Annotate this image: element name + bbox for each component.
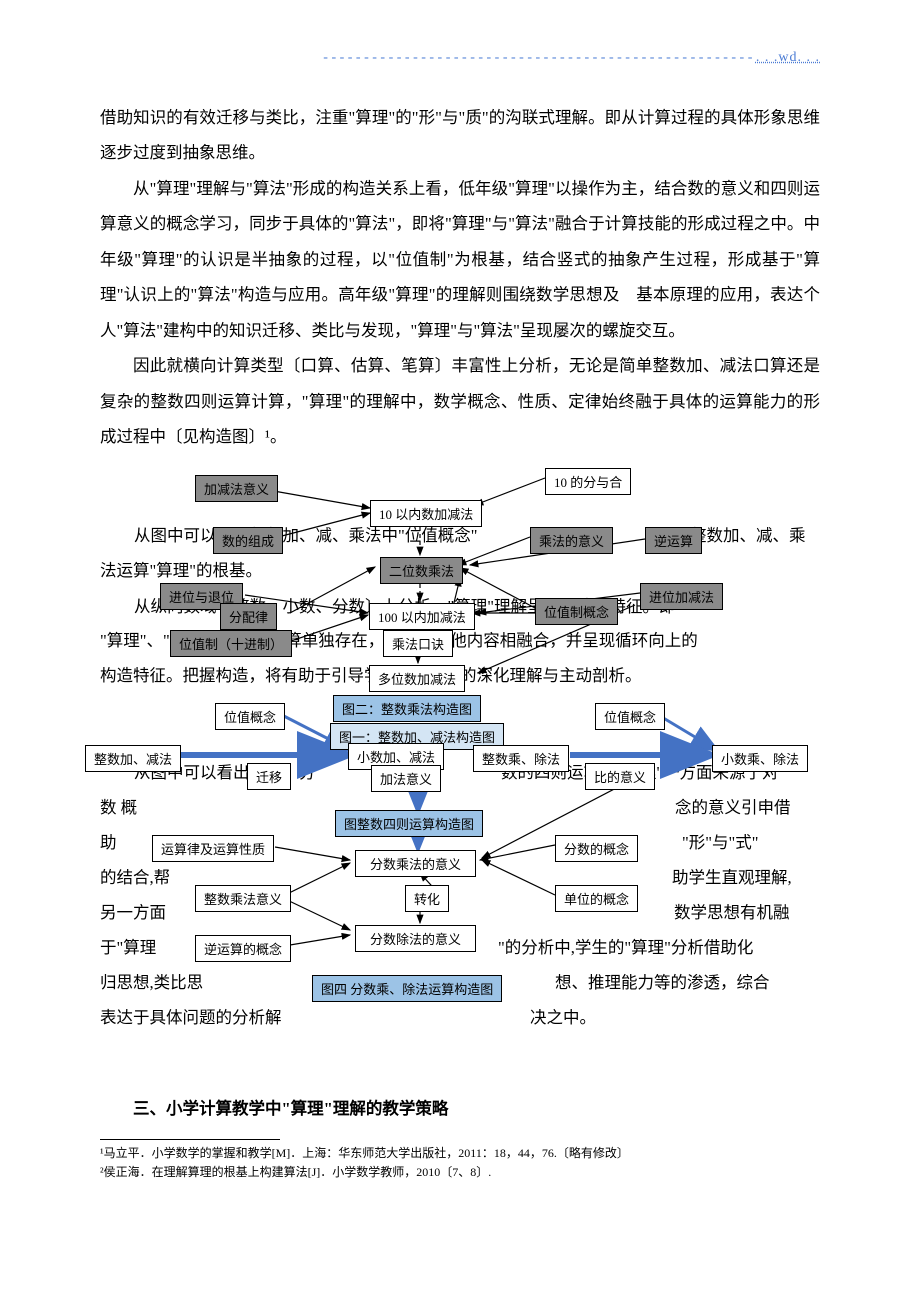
diagram-node: 分数的概念 [555, 835, 638, 862]
diagram-node: 分配律 [220, 603, 277, 630]
footnote-2: ²侯正海．在理解算理的根基上构建算法[J]．小学数学教师，2010〔7、8〕. [100, 1163, 820, 1182]
header-wd: . . .wd. . . [756, 50, 820, 65]
diagram-node: 10 的分与合 [545, 468, 631, 495]
diagram-node: 转化 [405, 885, 449, 912]
diagram-node: 多位数加减法 [369, 665, 465, 692]
diagram-node: 整数乘、除法 [473, 745, 569, 772]
diagram-node: 小数乘、除法 [712, 745, 808, 772]
diagram-node: 位值概念 [595, 703, 665, 730]
diagram-node: 整数加、减法 [85, 745, 181, 772]
diagram-node: 图四 分数乘、除法运算构造图 [312, 975, 502, 1002]
diagram-node: 二位数乘法 [380, 557, 463, 584]
diagram-node: 位值制（十进制） [170, 630, 292, 657]
overlay-text: 助学生直观理解, [672, 860, 792, 895]
diagram-node: 位值制概念 [535, 598, 618, 625]
overlay-text: 的结合,帮 [100, 860, 170, 895]
diagram-node: 图整数四则运算构造图 [335, 810, 483, 837]
diagram-node: 分数乘法的意义 [355, 850, 476, 877]
footnote-1: ¹马立平．小学数学的掌握和教学[M]．上海：华东师范大学出版社，2011：18，… [100, 1144, 820, 1163]
overlay-text: 数 概 [100, 790, 137, 825]
overlay-text: 念的意义引申借 [675, 790, 791, 825]
diagram-node: 逆运算 [645, 527, 702, 554]
diagram-node: 整数乘法意义 [195, 885, 291, 912]
page-container: - - - - - - - - - - - - - - - - - - - - … [0, 0, 920, 1232]
overlay-text: 整数加、减、乘 [690, 518, 806, 553]
overlay-text: 决之中。 [530, 1000, 596, 1035]
diagram-node: 分数除法的意义 [355, 925, 476, 952]
overlay-text: 于"算理 [100, 930, 156, 965]
para-1: 从"算理"理解与"算法"形成的构造关系上看，低年级"算理"以操作为主，结合数的意… [100, 171, 820, 348]
overlay-text: 表达于具体问题的分析解 [100, 1000, 282, 1035]
diagram-container: 加减法意义 10 的分与合 10 以内数加减法数的组成 乘法的意义 逆运算二位数乘法进位… [100, 465, 820, 1085]
diagram-node: 数的组成 [213, 527, 283, 554]
diagram-node: 乘法口诀 [383, 630, 453, 657]
diagram-node: 乘法的意义 [530, 527, 613, 554]
diagram-node: 迁移 [247, 763, 291, 790]
diagram-node: 逆运算的概念 [195, 935, 291, 962]
diagram-node: 10 以内数加减法 [370, 500, 482, 527]
page-header: - - - - - - - - - - - - - - - - - - - - … [100, 50, 820, 66]
diagram-node: 进位加减法 [640, 583, 723, 610]
diagram-node: 单位的概念 [555, 885, 638, 912]
overlay-text: 助 [100, 825, 117, 860]
overlay-text: 数学思想有机融 [674, 895, 790, 930]
overlay-text: "的分析中,学生的"算理"分析借助化 [498, 930, 753, 965]
diagram-node: 比的意义 [585, 763, 655, 790]
section-3-title: 三、小学计算教学中"算理"理解的教学策略 [100, 1095, 820, 1119]
diagram-node: 运算律及运算性质 [152, 835, 274, 862]
diagram-node: 加减法意义 [195, 475, 278, 502]
para-0a: 借助知识的有效迁移与类比，注重"算理"的"形"与"质"的沟联式理解。即从计算过程… [100, 100, 820, 171]
para-2: 因此就横向计算类型〔口算、估算、笔算〕丰富性上分析，无论是简单整数加、减法口算还… [100, 348, 820, 454]
diagram-node: 100 以内加减法 [369, 603, 475, 630]
body-text: 借助知识的有效迁移与类比，注重"算理"的"形"与"质"的沟联式理解。即从计算过程… [100, 100, 820, 455]
diagram-node: 位值概念 [215, 703, 285, 730]
diagram-node: 加法意义 [371, 765, 441, 792]
footnote-separator [100, 1139, 280, 1140]
header-dashes: - - - - - - - - - - - - - - - - - - - - … [323, 50, 756, 65]
overlay-text: 想、推理能力等的渗透，综合 [555, 965, 770, 1000]
overlay-text: 另一方面 [100, 895, 166, 930]
overlay-text: "形"与"式" [682, 825, 758, 860]
diagram-node: 图二：整数乘法构造图 [333, 695, 481, 722]
overlay-text: 归思想,类比思 [100, 965, 203, 1000]
